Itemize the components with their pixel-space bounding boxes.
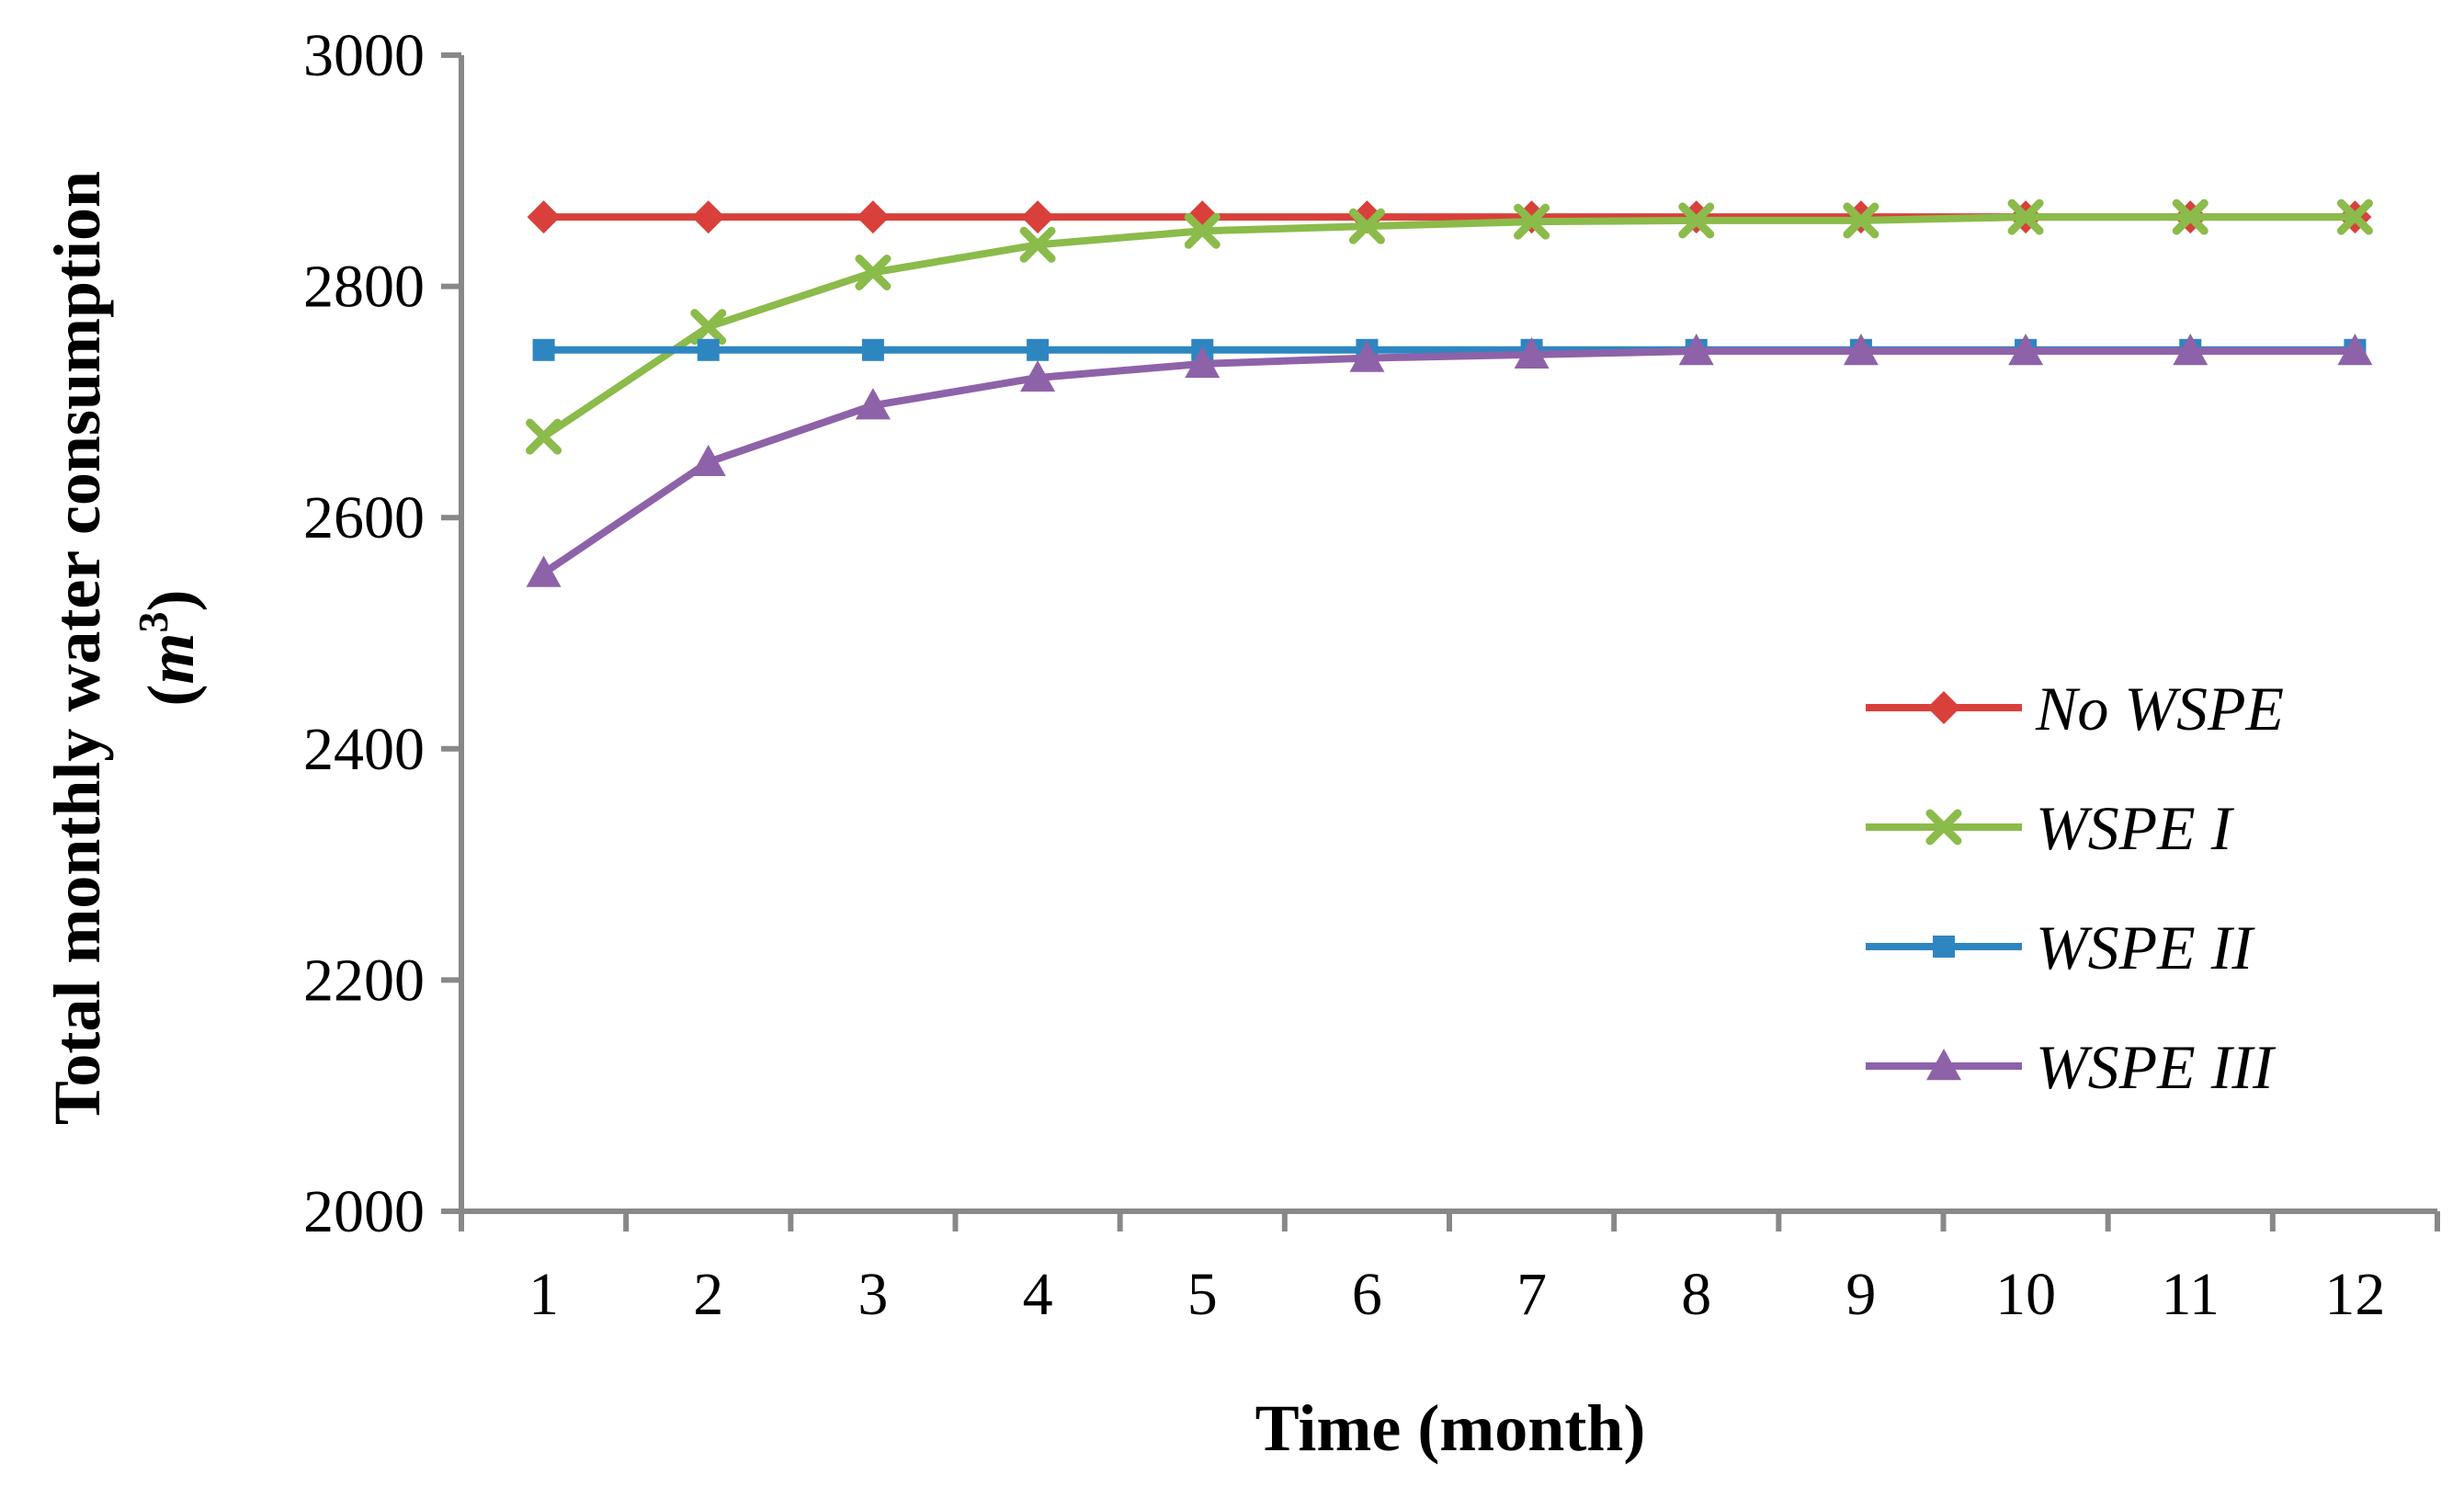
- point-wspe-i-5: [1184, 212, 1221, 249]
- series-wspe-i: [526, 199, 2373, 455]
- point-wspe-i-7: [1514, 203, 1550, 240]
- point-wspe-i-8-stroke-b: [1678, 202, 1715, 239]
- y-axis-title-open-paren: (: [134, 685, 208, 707]
- legend-item-no-wspe: No WSPE: [1866, 674, 2284, 743]
- x-tick-label-6: 6: [1352, 1261, 1382, 1328]
- x-tick-label-7: 7: [1516, 1261, 1547, 1328]
- x-tick-label-8: 8: [1681, 1261, 1711, 1328]
- y-tick-label-3000: 3000: [303, 22, 425, 89]
- y-axis-title-superscript: 3: [130, 611, 176, 632]
- y-tick-label-2600: 2600: [303, 484, 425, 551]
- point-wspe-i-8: [1678, 202, 1715, 239]
- point-wspe-iii-12: [2337, 334, 2373, 366]
- point-no-wspe-2: [691, 200, 725, 234]
- point-no-wspe-1: [527, 200, 561, 234]
- x-tick-label-10: 10: [1995, 1261, 2056, 1328]
- point-wspe-iii-5: [1185, 346, 1221, 379]
- legend-item-wspe-i: WSPE I: [1866, 793, 2235, 863]
- point-wspe-iii-6: [1349, 340, 1385, 372]
- x-tick-label-1: 1: [528, 1261, 559, 1328]
- x-axis-title: Time (month): [1255, 1391, 1646, 1465]
- legend-label-wspe-ii: WSPE II: [2036, 913, 2255, 982]
- y-axis-title-close-paren: ): [134, 590, 208, 612]
- point-wspe-iii-7: [1514, 336, 1550, 369]
- point-wspe-i-9: [1843, 202, 1879, 239]
- point-wspe-i-2-stroke-b: [690, 309, 727, 346]
- point-wspe-i-1-stroke-b: [526, 418, 562, 455]
- x-tick-label-4: 4: [1023, 1261, 1053, 1328]
- legend-marker-no-wspe: [1927, 691, 1960, 724]
- point-wspe-ii-2: [697, 338, 720, 361]
- series-wspe-iii: [526, 334, 2373, 587]
- point-wspe-ii-1: [532, 338, 555, 361]
- series-line-wspe-i: [541, 213, 2356, 440]
- y-axis-title-unit: m: [134, 632, 208, 684]
- x-tick-label-12: 12: [2324, 1261, 2385, 1328]
- y-axis-title-line2: (m3): [130, 590, 208, 707]
- y-tick-label-2400: 2400: [303, 716, 425, 783]
- x-tick-label-5: 5: [1187, 1261, 1218, 1328]
- point-wspe-i-12-stroke-b: [2336, 199, 2373, 235]
- point-wspe-i-3: [855, 255, 891, 291]
- legend-item-wspe-iii: WSPE III: [1866, 1032, 2277, 1102]
- point-wspe-i-6-stroke-b: [1348, 208, 1385, 244]
- point-wspe-i-5-stroke-b: [1184, 212, 1221, 249]
- point-wspe-i-6: [1348, 208, 1385, 244]
- legend: No WSPE WSPE I WSPE II WSPE III: [1866, 674, 2284, 1102]
- point-wspe-i-10-stroke-b: [2007, 199, 2044, 235]
- x-tick-label-9: 9: [1845, 1261, 1876, 1328]
- series-layer: [526, 199, 2373, 587]
- series-line-wspe-iii: [541, 347, 2356, 576]
- point-wspe-i-1: [526, 418, 562, 455]
- x-tick-label-11: 11: [2161, 1261, 2220, 1328]
- legend-marker-wspe-iii: [1926, 1049, 1961, 1081]
- point-wspe-iii-10: [2008, 334, 2044, 366]
- y-tick-label-2800: 2800: [303, 254, 425, 321]
- point-no-wspe-4: [1021, 200, 1055, 234]
- point-wspe-i-2: [690, 309, 727, 346]
- point-wspe-iii-11: [2173, 334, 2209, 366]
- y-tick-label-2200: 2200: [303, 947, 425, 1014]
- point-wspe-i-7-stroke-b: [1514, 203, 1550, 240]
- legend-marker-wspe-i: [1925, 809, 1962, 845]
- point-no-wspe-3: [856, 200, 890, 234]
- legend-label-wspe-iii: WSPE III: [2036, 1032, 2277, 1102]
- legend-label-wspe-i: WSPE I: [2036, 793, 2235, 863]
- point-wspe-ii-3: [861, 338, 884, 361]
- y-tick-label-2000: 2000: [303, 1178, 425, 1245]
- point-wspe-i-3-stroke-b: [855, 255, 891, 291]
- x-tick-label-3: 3: [857, 1261, 888, 1328]
- point-wspe-iii-8: [1678, 334, 1714, 366]
- point-wspe-iii-2: [690, 444, 726, 477]
- point-wspe-ii-4: [1027, 338, 1050, 361]
- point-wspe-i-11-stroke-b: [2172, 199, 2209, 235]
- point-wspe-iii-4: [1020, 359, 1056, 392]
- x-tick-label-2: 2: [693, 1261, 723, 1328]
- y-axis-title-line1: Total monthly water consumption: [40, 171, 114, 1125]
- point-wspe-i-4: [1019, 226, 1056, 263]
- point-wspe-i-10: [2007, 199, 2044, 235]
- point-wspe-i-11: [2172, 199, 2209, 235]
- legend-label-no-wspe: No WSPE: [2035, 674, 2284, 743]
- legend-marker-wspe-i-stroke-b: [1925, 809, 1962, 845]
- point-wspe-i-4-stroke-b: [1019, 226, 1056, 263]
- legend-item-wspe-ii: WSPE II: [1866, 913, 2255, 982]
- point-wspe-i-9-stroke-b: [1843, 202, 1879, 239]
- point-wspe-i-12: [2336, 199, 2373, 235]
- legend-marker-wspe-ii: [1933, 936, 1955, 958]
- point-wspe-iii-9: [1843, 334, 1879, 366]
- point-wspe-iii-3: [855, 388, 891, 420]
- point-wspe-iii-1: [526, 555, 562, 587]
